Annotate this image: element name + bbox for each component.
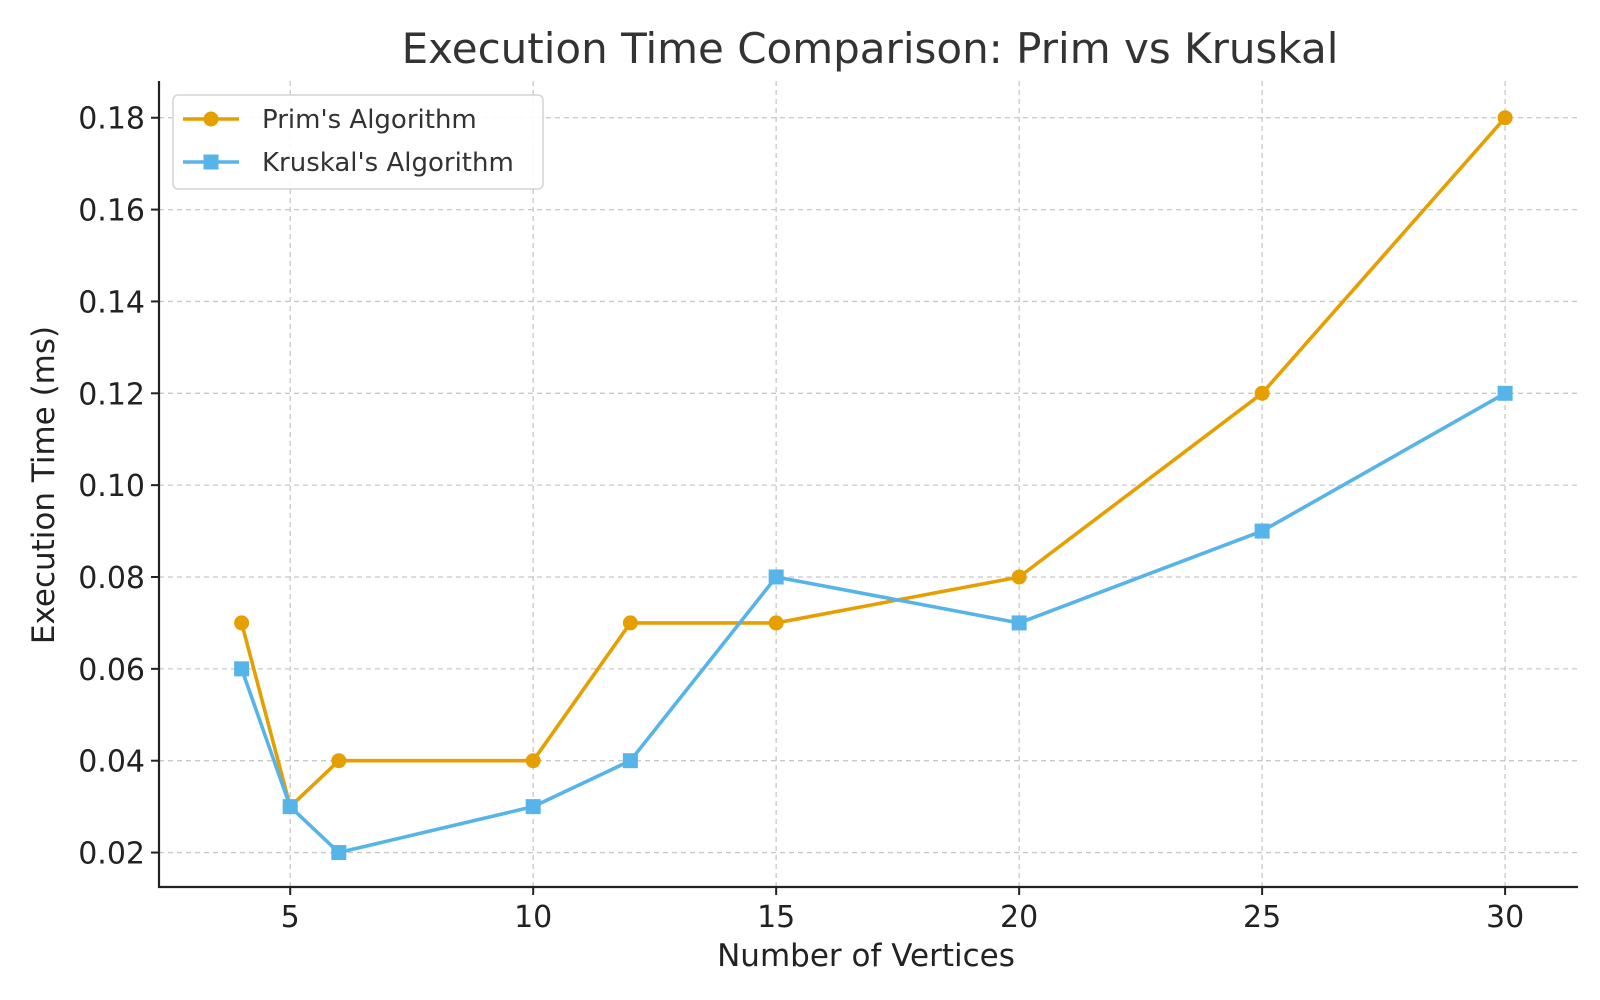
x-tick-label: 10: [514, 900, 552, 935]
y-tick-label: 0.08: [78, 561, 145, 596]
series-line: [239, 391, 1506, 855]
y-tick-label: 0.04: [78, 745, 145, 780]
series-layer: [234, 110, 1513, 861]
y-tick-label: 0.14: [78, 285, 145, 320]
legend-marker: [203, 111, 219, 127]
x-tick-label: 30: [1486, 900, 1524, 935]
legend-box: [172, 94, 544, 190]
chart-title: Execution Time Comparison: Prim vs Krusk…: [402, 24, 1339, 73]
x-tick-label: 25: [1243, 900, 1281, 935]
legend-item: Prim's Algorithm: [183, 105, 477, 135]
data-point: [768, 569, 784, 585]
legend: Prim's Algorithm Kruskal's Algorithm: [172, 94, 544, 190]
data-point: [1497, 385, 1513, 401]
y-tick-label: 0.02: [78, 837, 145, 872]
data-point: [1011, 569, 1027, 585]
data-point: [234, 661, 250, 677]
data-point: [234, 615, 250, 631]
y-axis-ticks: 0.02 0.04 0.06 0.08 0.10 0.12 0.14 0.16 0.18: [78, 102, 159, 872]
data-point: [525, 799, 541, 815]
y-tick-label: 0.18: [78, 102, 145, 137]
x-tick-label: 20: [1000, 900, 1038, 935]
series-prim: [234, 110, 1513, 815]
x-tick-label: 15: [757, 900, 795, 935]
data-point: [525, 753, 541, 769]
y-tick-label: 0.16: [78, 194, 145, 229]
axes: [157, 81, 1578, 889]
x-tick-label: 5: [281, 900, 300, 935]
data-point: [1497, 110, 1513, 126]
data-point: [622, 753, 638, 769]
grid: [159, 81, 1578, 887]
legend-label: Kruskal's Algorithm: [262, 148, 514, 178]
y-tick-label: 0.06: [78, 653, 145, 688]
data-point: [331, 753, 347, 769]
y-tick-label: 0.10: [78, 469, 145, 504]
y-axis-label: Execution Time (ms): [26, 326, 62, 644]
data-point: [1254, 385, 1270, 401]
data-point: [1254, 523, 1270, 539]
data-point: [331, 845, 347, 861]
data-point: [768, 615, 784, 631]
data-point: [622, 615, 638, 631]
y-tick-label: 0.12: [78, 377, 145, 412]
x-axis-ticks: 5 10 15 20 25 30: [281, 887, 1524, 935]
series-kruskal: [234, 385, 1513, 861]
series-line: [239, 116, 1507, 809]
data-point: [282, 799, 298, 815]
legend-label: Prim's Algorithm: [262, 105, 477, 135]
legend-item: Kruskal's Algorithm: [183, 148, 514, 178]
x-axis-label: Number of Vertices: [717, 938, 1015, 974]
axis-spines: [157, 81, 1578, 889]
data-point: [1011, 615, 1027, 631]
legend-marker: [203, 154, 219, 170]
